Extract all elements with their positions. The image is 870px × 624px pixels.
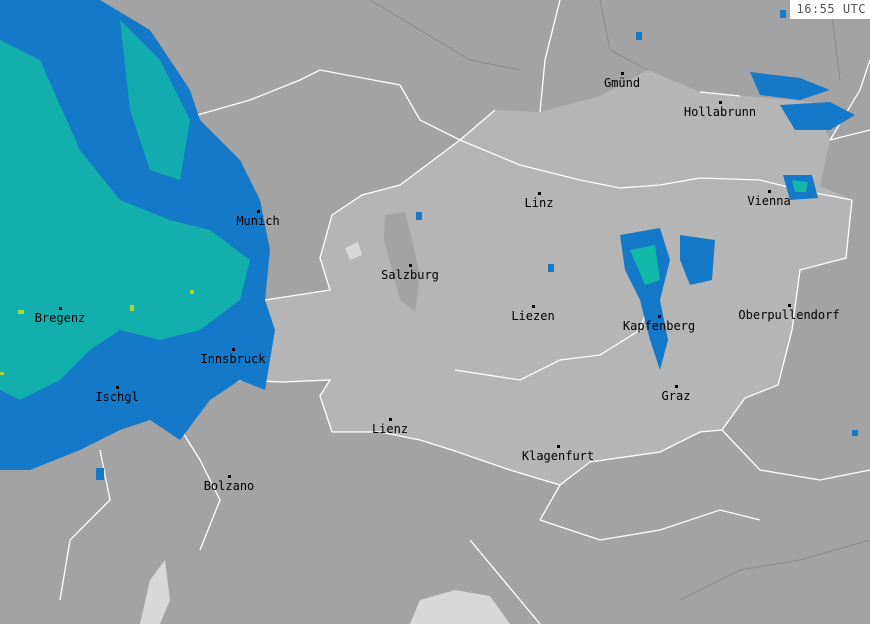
salzburg-enclave-area [384, 212, 420, 312]
city-marker-icon [538, 192, 541, 195]
city-label: Lienz [371, 422, 409, 436]
city-marker-icon [557, 445, 560, 448]
city-label: Gmünd [603, 76, 641, 90]
city-label: Salzburg [381, 268, 439, 282]
city-marker-icon [409, 264, 412, 267]
city-marker-icon [621, 72, 624, 75]
city-label: Graz [661, 389, 691, 403]
secondary-borders [369, 0, 870, 601]
timestamp-label: 16:55 UTC [790, 0, 870, 19]
austria-region [152, 70, 852, 485]
city-marker-icon [768, 190, 771, 193]
city-label: Ischgl [95, 390, 139, 404]
city-label: Munich [236, 214, 280, 228]
city-label: Bregenz [34, 311, 86, 325]
city-label: Vienna [747, 194, 791, 208]
city-label: Oberpullendorf [738, 308, 840, 322]
city-marker-icon [257, 210, 260, 213]
city-marker-icon [675, 385, 678, 388]
radar-precipitation [0, 0, 858, 480]
city-label: Liezen [511, 309, 555, 323]
city-label: Kapfenberg [622, 319, 696, 333]
city-label: Linz [524, 196, 554, 210]
city-label: Klagenfurt [521, 449, 595, 463]
city-marker-icon [719, 101, 722, 104]
city-label: Innsbruck [200, 352, 266, 366]
city-label: Hollabrunn [683, 105, 757, 119]
city-marker-icon [116, 386, 119, 389]
city-marker-icon [59, 307, 62, 310]
city-marker-icon [658, 315, 661, 318]
city-marker-icon [788, 304, 791, 307]
city-marker-icon [228, 475, 231, 478]
city-label: Bolzano [203, 479, 255, 493]
city-marker-icon [389, 418, 392, 421]
city-marker-icon [532, 305, 535, 308]
city-marker-icon [232, 348, 235, 351]
